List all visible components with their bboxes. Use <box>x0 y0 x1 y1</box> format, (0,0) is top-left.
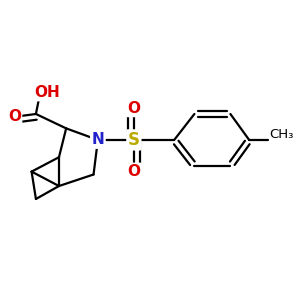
Text: O: O <box>8 110 21 124</box>
Text: CH₃: CH₃ <box>269 128 294 141</box>
Text: S: S <box>128 131 140 149</box>
Text: N: N <box>92 132 104 147</box>
Text: O: O <box>128 164 140 179</box>
Text: OH: OH <box>34 85 60 100</box>
Text: O: O <box>128 101 140 116</box>
